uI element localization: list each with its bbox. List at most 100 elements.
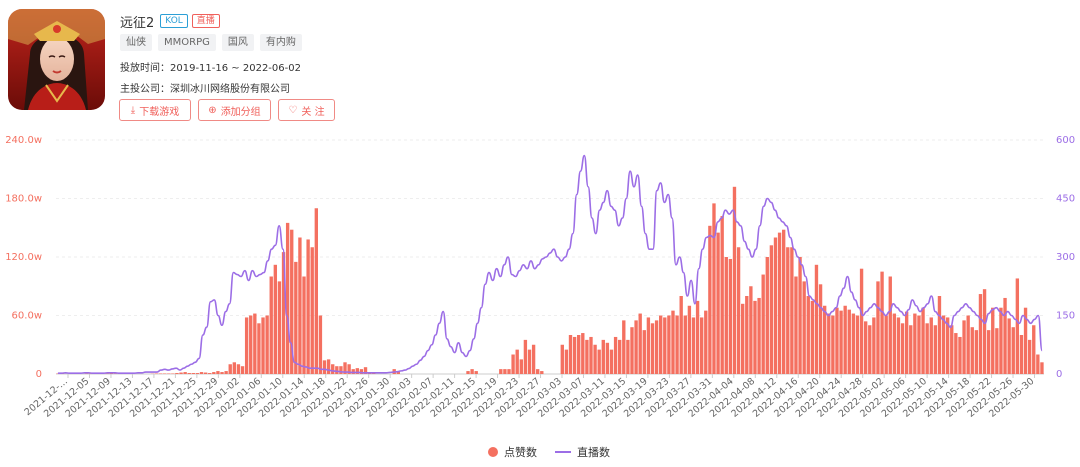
add-group-label: 添加分组 (220, 106, 261, 118)
bar-likes (216, 371, 220, 374)
bar-likes (978, 294, 983, 374)
bar-likes (757, 297, 761, 374)
bar-likes (769, 245, 774, 374)
bar-likes (691, 317, 696, 374)
bar-likes (601, 339, 605, 375)
bar-likes (179, 372, 183, 374)
bar-likes (589, 336, 593, 374)
download-game-label: 下载游戏 (139, 106, 180, 118)
follow-button[interactable]: ♡ 关 注 (278, 99, 335, 121)
legend-likes[interactable]: 点赞数 (488, 444, 537, 460)
bar-likes (831, 315, 835, 374)
bar-likes (642, 330, 646, 375)
bar-likes (863, 321, 868, 374)
bar-likes (986, 330, 991, 375)
left-axis-tick: 240.0w (5, 135, 42, 146)
bar-likes (519, 359, 523, 375)
bar-likes (363, 367, 368, 374)
tag-xianxia: 仙侠 (120, 34, 152, 51)
bar-likes (773, 237, 778, 374)
bar-likes (298, 237, 302, 374)
bar-likes (958, 336, 962, 374)
bar-likes (232, 362, 237, 374)
bar-likes (671, 310, 675, 375)
bar-likes (708, 225, 712, 374)
bar-likes (335, 366, 339, 374)
bar-likes (1027, 339, 1032, 375)
bar-likes (208, 373, 212, 374)
bar-likes (290, 229, 294, 374)
bar-likes (634, 320, 638, 375)
launch-time: 投放时间：2019-11-16 ~ 2022-06-02 (120, 63, 301, 74)
bar-likes (802, 281, 806, 375)
bar-likes (933, 325, 938, 374)
legend-live[interactable]: 直播数 (555, 444, 610, 460)
bar-likes (507, 369, 511, 375)
bar-likes (896, 317, 901, 374)
bar-likes (814, 264, 819, 374)
bar-likes (285, 222, 290, 375)
bar-likes (265, 315, 269, 374)
bar-likes (593, 344, 597, 374)
bar-likes (782, 229, 786, 374)
chart-legend: 点赞数 直播数 (488, 444, 628, 460)
bar-likes (199, 372, 204, 374)
bar-likes (339, 366, 343, 374)
bar-likes (720, 216, 724, 374)
bar-likes (904, 311, 909, 374)
bar-likes (536, 369, 540, 375)
bar-likes (913, 313, 917, 374)
bar-likes (572, 336, 577, 374)
bar-likes (970, 327, 974, 374)
bar-likes (962, 320, 966, 375)
bar-likes (724, 257, 728, 374)
bar-likes (1036, 354, 1040, 374)
bar-likes (929, 317, 933, 374)
bar-likes (277, 281, 282, 375)
bar-likes (503, 369, 507, 375)
bar-likes (224, 371, 228, 374)
bar-likes (622, 320, 626, 375)
download-game-button[interactable]: ⤓ 下载游戏 (119, 99, 191, 121)
bar-likes (765, 257, 769, 374)
bar-likes (925, 323, 929, 374)
bar-likes (835, 307, 839, 374)
tags-row: 仙侠 MMORPG 国风 有内购 (120, 34, 308, 51)
bar-likes (359, 369, 364, 375)
bar-likes (921, 307, 925, 374)
bar-likes (851, 313, 856, 374)
bar-likes (900, 323, 905, 374)
bar-likes (331, 364, 335, 374)
bar-likes (843, 305, 847, 374)
bar-likes (1019, 335, 1024, 374)
bar-likes (499, 369, 503, 375)
bar-likes (884, 315, 888, 374)
bar-likes (888, 276, 892, 374)
bar-likes (950, 325, 954, 374)
heart-icon: ♡ (288, 104, 298, 116)
bar-likes (736, 247, 741, 374)
bar-likes (183, 372, 187, 374)
bar-likes (306, 239, 310, 374)
download-icon: ⤓ (130, 104, 136, 116)
bar-likes (741, 303, 745, 374)
bar-likes (663, 317, 667, 374)
tag-guofeng: 国风 (221, 34, 254, 51)
bar-likes (745, 296, 749, 374)
left-axis-tick: 0 (36, 369, 42, 380)
bar-likes (511, 354, 515, 374)
bar-likes (798, 257, 802, 374)
bar-likes (228, 364, 232, 374)
bar-likes (1011, 327, 1015, 374)
right-axis-tick: 0 (1056, 369, 1062, 380)
bar-likes (880, 271, 884, 375)
tag-in-app-purchase: 有内购 (259, 34, 302, 51)
bar-likes (753, 300, 757, 375)
bar-likes (187, 373, 191, 374)
bar-likes (212, 372, 216, 374)
bar-likes (995, 328, 999, 374)
add-group-button[interactable]: ⊕ 添加分组 (198, 99, 271, 121)
legend-live-swatch (555, 451, 571, 453)
bar-likes (540, 371, 544, 374)
line-live (57, 154, 1043, 375)
